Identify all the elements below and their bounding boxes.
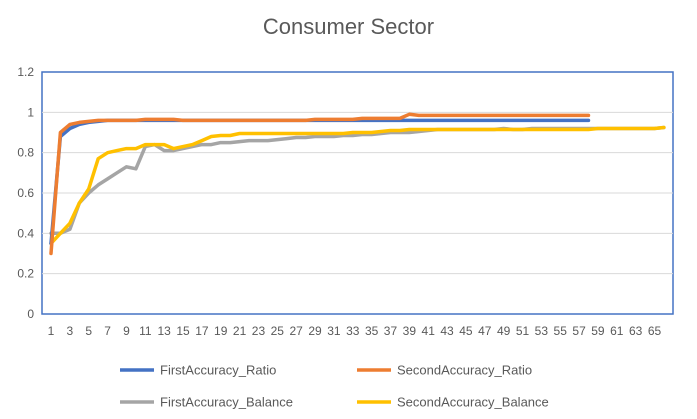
y-tick-label: 0.2 [17,267,34,281]
x-tick-label: 31 [327,324,341,338]
legend: FirstAccuracy_Ratio SecondAccuracy_Ratio F… [120,363,549,410]
y-tick-label: 0.4 [17,226,34,240]
gridlines [42,111,673,275]
x-tick-label: 9 [123,324,130,338]
x-tick-label: 39 [403,324,417,338]
series-lines [49,112,666,256]
x-tick-label: 53 [535,324,549,338]
y-tick-label: 0.8 [17,146,34,160]
legend-label: FirstAccuracy_Ratio [160,363,276,378]
x-tick-label: 49 [497,324,511,338]
x-tick-label: 33 [346,324,360,338]
legend-label: FirstAccuracy_Balance [160,395,293,410]
series-line-SecondAccuracy_Balance [49,125,666,246]
x-tick-label: 17 [195,324,209,338]
y-axis-ticks: 0 0.2 0.4 0.6 0.8 1 1.2 [17,65,34,321]
x-tick-label: 19 [214,324,228,338]
x-tick-label: 25 [271,324,285,338]
x-tick-label: 63 [629,324,643,338]
x-tick-label: 7 [104,324,111,338]
x-tick-label: 21 [233,324,247,338]
x-tick-label: 65 [648,324,662,338]
x-tick-label: 45 [459,324,473,338]
y-tick-label: 1 [27,105,34,119]
x-tick-label: 11 [139,324,152,338]
y-tick-label: 0.6 [17,186,34,200]
series-line-FirstAccuracy_Ratio [49,118,591,246]
series-line-FirstAccuracy_Balance [49,125,666,236]
x-tick-label: 59 [591,324,605,338]
x-tick-label: 57 [572,324,586,338]
x-tick-label: 3 [67,324,74,338]
x-tick-label: 43 [440,324,454,338]
legend-label: SecondAccuracy_Ratio [397,363,532,378]
x-tick-label: 27 [290,324,304,338]
x-tick-label: 61 [610,324,624,338]
x-tick-label: 13 [157,324,171,338]
x-tick-label: 41 [422,324,436,338]
x-tick-label: 35 [365,324,379,338]
x-tick-label: 1 [48,324,55,338]
x-tick-label: 15 [176,324,190,338]
x-tick-label: 47 [478,324,492,338]
x-tick-label: 51 [516,324,530,338]
chart-title: Consumer Sector [262,14,435,39]
x-tick-label: 5 [85,324,92,338]
x-tick-label: 55 [554,324,568,338]
x-axis-ticks: 1 3 5 7 9 11 13 15 17 19 21 23 25 27 29 31 33 35 37 39 41 43 4… [48,324,662,338]
x-tick-label: 23 [252,324,266,338]
legend-label: SecondAccuracy_Balance [397,395,549,410]
x-tick-label: 37 [384,324,398,338]
series-line-SecondAccuracy_Ratio [49,112,591,256]
x-tick-label: 29 [308,324,322,338]
y-tick-label: 1.2 [17,65,34,79]
y-tick-label: 0 [27,307,34,321]
